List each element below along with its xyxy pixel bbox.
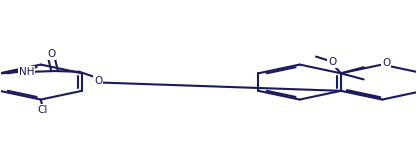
Text: Cl: Cl [38, 105, 48, 115]
Text: O: O [382, 58, 390, 68]
Text: O: O [94, 76, 102, 86]
Text: O: O [329, 57, 337, 67]
Text: O: O [47, 49, 55, 59]
Text: NH: NH [19, 67, 34, 77]
